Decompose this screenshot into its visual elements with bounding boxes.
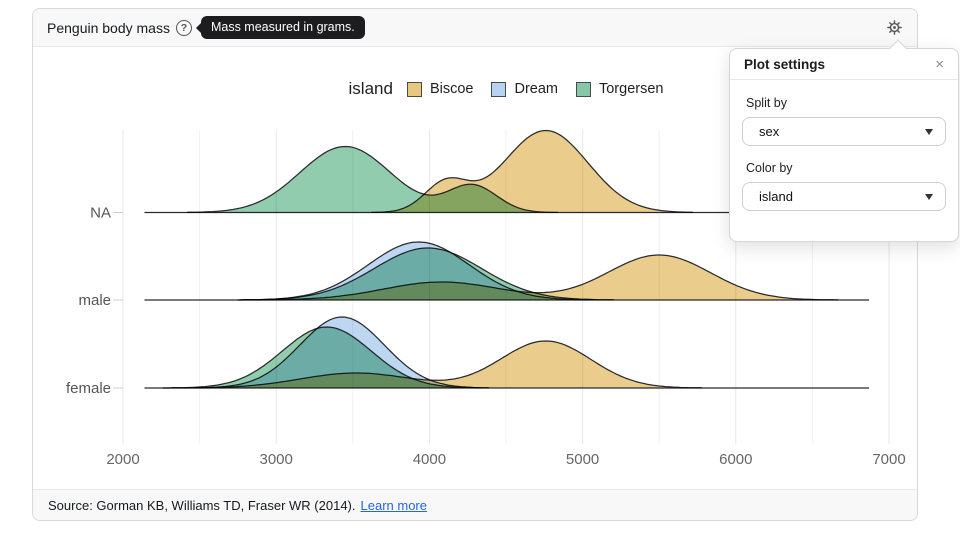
chevron-down-icon xyxy=(925,193,933,200)
legend-entry-dream: Dream xyxy=(491,81,558,97)
split-by-value: sex xyxy=(759,124,780,139)
density-fill xyxy=(240,248,616,300)
legend-label: Torgersen xyxy=(598,81,664,97)
legend-entry-biscoe: Biscoe xyxy=(406,81,474,97)
legend-swatch-icon xyxy=(491,81,507,97)
density-male-Biscoe xyxy=(237,254,839,301)
gear-icon xyxy=(887,20,902,35)
tooltip-text: Mass measured in grams. xyxy=(210,20,355,34)
x-tick-label: 3000 xyxy=(260,451,293,468)
x-tick-label: 6000 xyxy=(719,451,752,468)
tooltip-arrow-icon xyxy=(195,22,201,33)
plot-card: Penguin body mass ? Mass measured in gra… xyxy=(32,8,959,521)
density-fill xyxy=(371,130,694,213)
legend-swatch-icon xyxy=(575,81,591,97)
panel-body: Split by sex Color by island xyxy=(730,80,958,238)
legend-label: Dream xyxy=(514,81,558,97)
legend-entries: Biscoe Dream Torgersen xyxy=(406,81,664,97)
legend-swatch-icon xyxy=(406,81,422,97)
x-tick-label: 4000 xyxy=(413,451,446,468)
row-label: NA xyxy=(90,205,111,222)
settings-button[interactable] xyxy=(886,19,903,36)
ridgeline-chart: 2000 3000 4000 5000 6000 7000 NA male female isl… xyxy=(33,47,917,491)
row-label: female xyxy=(66,380,111,397)
split-by-select[interactable]: sex xyxy=(742,117,946,146)
panel-header: Plot settings × xyxy=(730,49,958,80)
legend-title: island xyxy=(348,79,393,98)
density-NA-Biscoe xyxy=(371,129,694,214)
legend-entry-torgersen: Torgersen xyxy=(575,81,664,97)
panel-title: Plot settings xyxy=(744,57,826,72)
row-label: male xyxy=(78,292,111,309)
card-footer: Source: Gorman KB, Williams TD, Fraser W… xyxy=(33,489,917,520)
page-title: Penguin body mass xyxy=(47,19,170,36)
source-text: Source: Gorman KB, Williams TD, Fraser W… xyxy=(48,497,356,513)
color-by-label: Color by xyxy=(746,161,793,175)
split-by-label: Split by xyxy=(746,96,787,110)
learn-more-link[interactable]: Learn more xyxy=(360,497,427,513)
card-header: Penguin body mass ? Mass measured in gra… xyxy=(33,9,917,47)
help-tooltip: Mass measured in grams. xyxy=(195,16,365,39)
help-icon[interactable]: ? xyxy=(175,19,192,36)
chart-canvas: 2000 3000 4000 5000 6000 7000 NA male female xyxy=(66,129,906,468)
color-by-value: island xyxy=(759,189,793,204)
x-tick-label: 5000 xyxy=(566,451,599,468)
x-tick-label: 7000 xyxy=(872,451,905,468)
density-outline xyxy=(371,129,693,214)
close-icon[interactable]: × xyxy=(935,56,944,73)
density-outline xyxy=(162,340,703,389)
plot-settings-panel: Plot settings × Split by sex Color by is… xyxy=(729,39,959,242)
x-tick-label: 2000 xyxy=(106,451,139,468)
density-outline xyxy=(237,254,839,301)
legend-label: Biscoe xyxy=(429,81,474,97)
chevron-down-icon xyxy=(925,128,933,135)
color-by-select[interactable]: island xyxy=(742,182,946,211)
chart-legend: island Biscoe Dream Torgersen xyxy=(123,77,889,101)
density-fill xyxy=(162,341,705,388)
density-fill xyxy=(194,317,490,388)
density-female-Biscoe xyxy=(162,340,705,389)
